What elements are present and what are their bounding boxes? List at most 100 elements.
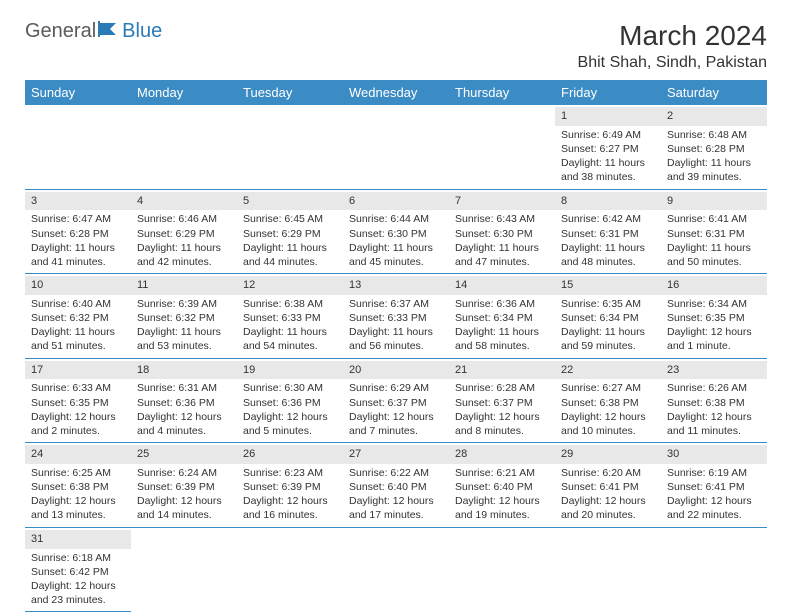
week-row: 24Sunrise: 6:25 AMSunset: 6:38 PMDayligh… <box>25 443 767 528</box>
daylight-text: Daylight: 12 hours <box>137 410 231 424</box>
month-title: March 2024 <box>578 20 767 52</box>
day-number: 24 <box>25 445 131 464</box>
daylight-text: Daylight: 11 hours <box>349 325 443 339</box>
day-number: 3 <box>25 192 131 211</box>
title-block: March 2024 Bhit Shah, Sindh, Pakistan <box>578 20 767 72</box>
daylight-text: Daylight: 11 hours <box>667 241 761 255</box>
sunrise-text: Sunrise: 6:39 AM <box>137 297 231 311</box>
day-cell <box>237 527 343 612</box>
day-number: 9 <box>661 192 767 211</box>
daylight-text: Daylight: 12 hours <box>349 494 443 508</box>
day-number: 2 <box>661 107 767 126</box>
daylight-text: and 22 minutes. <box>667 508 761 522</box>
sunset-text: Sunset: 6:38 PM <box>31 480 125 494</box>
sunset-text: Sunset: 6:28 PM <box>31 227 125 241</box>
sunrise-text: Sunrise: 6:37 AM <box>349 297 443 311</box>
week-row: 3Sunrise: 6:47 AMSunset: 6:28 PMDaylight… <box>25 189 767 274</box>
sunrise-text: Sunrise: 6:20 AM <box>561 466 655 480</box>
daylight-text: Daylight: 12 hours <box>31 494 125 508</box>
day-cell: 9Sunrise: 6:41 AMSunset: 6:31 PMDaylight… <box>661 189 767 274</box>
col-header: Monday <box>131 80 237 105</box>
daylight-text: and 58 minutes. <box>455 339 549 353</box>
day-number: 23 <box>661 361 767 380</box>
day-cell: 1Sunrise: 6:49 AMSunset: 6:27 PMDaylight… <box>555 105 661 189</box>
daylight-text: and 11 minutes. <box>667 424 761 438</box>
daylight-text: Daylight: 11 hours <box>31 241 125 255</box>
day-number: 17 <box>25 361 131 380</box>
sunrise-text: Sunrise: 6:48 AM <box>667 128 761 142</box>
day-cell <box>343 105 449 189</box>
sunset-text: Sunset: 6:35 PM <box>667 311 761 325</box>
sunset-text: Sunset: 6:30 PM <box>455 227 549 241</box>
daylight-text: Daylight: 11 hours <box>243 325 337 339</box>
sunset-text: Sunset: 6:29 PM <box>243 227 337 241</box>
day-cell: 12Sunrise: 6:38 AMSunset: 6:33 PMDayligh… <box>237 274 343 359</box>
day-number: 11 <box>131 276 237 295</box>
day-cell: 17Sunrise: 6:33 AMSunset: 6:35 PMDayligh… <box>25 358 131 443</box>
sunrise-text: Sunrise: 6:45 AM <box>243 212 337 226</box>
sunrise-text: Sunrise: 6:30 AM <box>243 381 337 395</box>
sunset-text: Sunset: 6:28 PM <box>667 142 761 156</box>
sunset-text: Sunset: 6:39 PM <box>243 480 337 494</box>
sunset-text: Sunset: 6:34 PM <box>455 311 549 325</box>
sunrise-text: Sunrise: 6:46 AM <box>137 212 231 226</box>
sunrise-text: Sunrise: 6:43 AM <box>455 212 549 226</box>
sunset-text: Sunset: 6:36 PM <box>243 396 337 410</box>
daylight-text: and 14 minutes. <box>137 508 231 522</box>
daylight-text: and 23 minutes. <box>31 593 125 607</box>
day-cell: 31Sunrise: 6:18 AMSunset: 6:42 PMDayligh… <box>25 527 131 612</box>
daylight-text: Daylight: 11 hours <box>455 325 549 339</box>
daylight-text: Daylight: 12 hours <box>31 410 125 424</box>
sunset-text: Sunset: 6:36 PM <box>137 396 231 410</box>
daylight-text: and 17 minutes. <box>349 508 443 522</box>
col-header: Wednesday <box>343 80 449 105</box>
header: General Blue March 2024 Bhit Shah, Sindh… <box>25 20 767 72</box>
day-number: 27 <box>343 445 449 464</box>
location: Bhit Shah, Sindh, Pakistan <box>578 54 767 72</box>
day-cell: 4Sunrise: 6:46 AMSunset: 6:29 PMDaylight… <box>131 189 237 274</box>
daylight-text: and 54 minutes. <box>243 339 337 353</box>
daylight-text: and 20 minutes. <box>561 508 655 522</box>
daylight-text: and 50 minutes. <box>667 255 761 269</box>
day-cell: 30Sunrise: 6:19 AMSunset: 6:41 PMDayligh… <box>661 443 767 528</box>
day-cell <box>131 105 237 189</box>
daylight-text: Daylight: 12 hours <box>349 410 443 424</box>
day-cell: 16Sunrise: 6:34 AMSunset: 6:35 PMDayligh… <box>661 274 767 359</box>
day-cell: 28Sunrise: 6:21 AMSunset: 6:40 PMDayligh… <box>449 443 555 528</box>
daylight-text: Daylight: 11 hours <box>561 241 655 255</box>
day-cell <box>661 527 767 612</box>
day-number: 14 <box>449 276 555 295</box>
daylight-text: and 10 minutes. <box>561 424 655 438</box>
daylight-text: Daylight: 12 hours <box>31 579 125 593</box>
day-number: 30 <box>661 445 767 464</box>
sunset-text: Sunset: 6:32 PM <box>137 311 231 325</box>
sunset-text: Sunset: 6:37 PM <box>455 396 549 410</box>
col-header: Sunday <box>25 80 131 105</box>
daylight-text: Daylight: 11 hours <box>455 241 549 255</box>
daylight-text: Daylight: 12 hours <box>243 494 337 508</box>
day-cell <box>237 105 343 189</box>
day-number: 1 <box>555 107 661 126</box>
daylight-text: and 1 minute. <box>667 339 761 353</box>
daylight-text: and 7 minutes. <box>349 424 443 438</box>
sunrise-text: Sunrise: 6:40 AM <box>31 297 125 311</box>
logo-text-blue: Blue <box>122 20 162 43</box>
sunrise-text: Sunrise: 6:28 AM <box>455 381 549 395</box>
sunrise-text: Sunrise: 6:24 AM <box>137 466 231 480</box>
day-cell: 23Sunrise: 6:26 AMSunset: 6:38 PMDayligh… <box>661 358 767 443</box>
sunset-text: Sunset: 6:41 PM <box>667 480 761 494</box>
day-number: 28 <box>449 445 555 464</box>
day-cell: 25Sunrise: 6:24 AMSunset: 6:39 PMDayligh… <box>131 443 237 528</box>
daylight-text: and 42 minutes. <box>137 255 231 269</box>
day-number: 22 <box>555 361 661 380</box>
daylight-text: Daylight: 11 hours <box>561 156 655 170</box>
sunrise-text: Sunrise: 6:49 AM <box>561 128 655 142</box>
day-number: 12 <box>237 276 343 295</box>
day-number: 6 <box>343 192 449 211</box>
daylight-text: and 51 minutes. <box>31 339 125 353</box>
daylight-text: and 48 minutes. <box>561 255 655 269</box>
daylight-text: and 38 minutes. <box>561 170 655 184</box>
day-cell: 3Sunrise: 6:47 AMSunset: 6:28 PMDaylight… <box>25 189 131 274</box>
daylight-text: Daylight: 11 hours <box>667 156 761 170</box>
sunset-text: Sunset: 6:31 PM <box>667 227 761 241</box>
